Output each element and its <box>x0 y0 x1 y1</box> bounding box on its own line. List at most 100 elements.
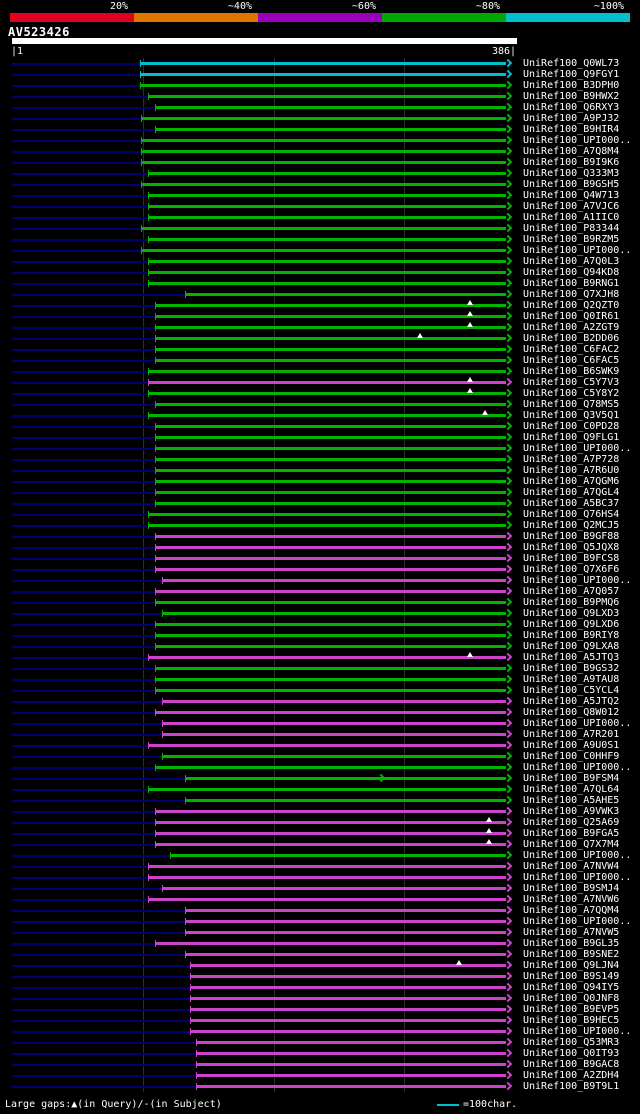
hit-label[interactable]: UniRef100_Q2QZT0 <box>523 300 620 311</box>
hit-bar[interactable] <box>155 326 506 329</box>
hit-bar[interactable] <box>141 161 506 164</box>
hit-bar[interactable] <box>141 249 506 252</box>
hit-bar[interactable] <box>148 238 506 241</box>
hit-label[interactable]: UniRef100_Q5JQX8 <box>523 542 620 553</box>
hit-label[interactable]: UniRef100_Q9FGY1 <box>523 69 620 80</box>
hit-label[interactable]: UniRef100_C5YCL4 <box>523 685 620 696</box>
hit-label[interactable]: UniRef100_A5BC37 <box>523 498 620 509</box>
hit-bar[interactable] <box>196 1052 506 1055</box>
hit-bar[interactable] <box>185 909 506 912</box>
hit-label[interactable]: UniRef100_B9RZM5 <box>523 234 620 245</box>
hit-label[interactable]: UniRef100_B9GL35 <box>523 938 620 949</box>
hit-bar[interactable] <box>155 832 506 835</box>
hit-bar[interactable] <box>148 172 506 175</box>
hit-bar[interactable] <box>162 612 506 615</box>
hit-label[interactable]: UniRef100_B2DD06 <box>523 333 620 344</box>
hit-label[interactable]: UniRef100_A9PJ32 <box>523 113 620 124</box>
hit-bar[interactable] <box>148 381 506 384</box>
hit-label[interactable]: UniRef100_A7R6U0 <box>523 465 620 476</box>
hit-label[interactable]: UniRef100_B9PMQ6 <box>523 597 620 608</box>
hit-label[interactable]: UniRef100_C0PD28 <box>523 421 620 432</box>
hit-label[interactable]: UniRef100_A7Q8M4 <box>523 146 620 157</box>
hit-label[interactable]: UniRef100_B9RNG1 <box>523 278 620 289</box>
hit-bar[interactable] <box>196 1074 506 1077</box>
hit-label[interactable]: UniRef100_Q4W713 <box>523 190 620 201</box>
hit-bar[interactable] <box>196 1063 506 1066</box>
hit-label[interactable]: UniRef100_A7QL64 <box>523 784 620 795</box>
hit-label[interactable]: UniRef100_Q7X7M4 <box>523 839 620 850</box>
hit-bar[interactable] <box>155 766 506 769</box>
hit-label[interactable]: UniRef100_C6FAC5 <box>523 355 620 366</box>
hit-label[interactable]: UniRef100_A5AHE5 <box>523 795 620 806</box>
hit-bar[interactable] <box>141 227 506 230</box>
hit-bar[interactable] <box>155 678 506 681</box>
hit-bar[interactable] <box>141 139 506 142</box>
hit-bar[interactable] <box>155 623 506 626</box>
hit-label[interactable]: UniRef100_B6SWK9 <box>523 366 620 377</box>
hit-label[interactable]: UniRef100_Q76HS4 <box>523 509 620 520</box>
hit-bar[interactable] <box>155 337 506 340</box>
hit-bar[interactable] <box>148 216 506 219</box>
hit-bar[interactable] <box>140 73 506 76</box>
hit-bar[interactable] <box>155 359 506 362</box>
hit-label[interactable]: UniRef100_B9SMJ4 <box>523 883 620 894</box>
hit-label[interactable]: UniRef100_A7QQM4 <box>523 905 620 916</box>
hit-bar[interactable] <box>148 744 506 747</box>
hit-bar[interactable] <box>155 689 506 692</box>
hit-label[interactable]: UniRef100_B9GSH5 <box>523 179 620 190</box>
hit-label[interactable]: UniRef100_C6FAC2 <box>523 344 620 355</box>
hit-label[interactable]: UniRef100_B9EVP5 <box>523 1004 620 1015</box>
hit-bar[interactable] <box>155 590 506 593</box>
hit-bar[interactable] <box>190 1008 506 1011</box>
hit-bar[interactable] <box>155 106 506 109</box>
hit-bar[interactable] <box>155 634 506 637</box>
hit-bar[interactable] <box>148 788 506 791</box>
hit-label[interactable]: UniRef100_A7QGL4 <box>523 487 620 498</box>
hit-label[interactable]: UniRef100_A7Q0L3 <box>523 256 620 267</box>
hit-bar[interactable] <box>155 304 506 307</box>
hit-label[interactable]: UniRef100_A9VWK3 <box>523 806 620 817</box>
hit-label[interactable]: UniRef100_Q9FLG1 <box>523 432 620 443</box>
hit-bar[interactable] <box>155 502 506 505</box>
hit-label[interactable]: UniRef100_A7Q057 <box>523 586 620 597</box>
hit-label[interactable]: UniRef100_B9GAC8 <box>523 1059 620 1070</box>
hit-bar[interactable] <box>155 480 506 483</box>
hit-bar[interactable] <box>155 447 506 450</box>
hit-label[interactable]: UniRef100_Q333M3 <box>523 168 620 179</box>
hit-label[interactable]: UniRef100_UPI000.. <box>523 850 632 861</box>
hit-label[interactable]: UniRef100_B9FGA5 <box>523 828 620 839</box>
hit-label[interactable]: UniRef100_C0HHF9 <box>523 751 620 762</box>
hit-bar[interactable] <box>140 62 506 65</box>
hit-label[interactable]: UniRef100_Q9LXA8 <box>523 641 620 652</box>
hit-bar[interactable] <box>190 986 506 989</box>
hit-bar[interactable] <box>141 150 506 153</box>
hit-bar[interactable] <box>148 370 506 373</box>
hit-label[interactable]: UniRef100_Q78MS5 <box>523 399 620 410</box>
hit-bar[interactable] <box>185 293 506 296</box>
hit-label[interactable]: UniRef100_A1IIC0 <box>523 212 620 223</box>
hit-bar[interactable] <box>196 1085 506 1088</box>
hit-label[interactable]: UniRef100_Q9LXD6 <box>523 619 620 630</box>
hit-label[interactable]: UniRef100_C5Y8Y2 <box>523 388 620 399</box>
hit-bar[interactable] <box>185 799 506 802</box>
hit-bar[interactable] <box>140 84 506 87</box>
hit-label[interactable]: UniRef100_A5JTQ2 <box>523 696 620 707</box>
hit-label[interactable]: UniRef100_Q2MCJ5 <box>523 520 620 531</box>
hit-bar[interactable] <box>196 1041 506 1044</box>
hit-label[interactable]: UniRef100_UPI000.. <box>523 245 632 256</box>
hit-bar[interactable] <box>148 656 506 659</box>
hit-bar[interactable] <box>155 843 506 846</box>
hit-bar[interactable] <box>148 271 506 274</box>
hit-bar[interactable] <box>190 997 506 1000</box>
hit-label[interactable]: UniRef100_Q6RXY3 <box>523 102 620 113</box>
hit-label[interactable]: UniRef100_A9U0S1 <box>523 740 620 751</box>
hit-label[interactable]: UniRef100_B9RIY8 <box>523 630 620 641</box>
hit-label[interactable]: UniRef100_Q0WL73 <box>523 58 620 69</box>
hit-label[interactable]: UniRef100_B9S149 <box>523 971 620 982</box>
hit-bar[interactable] <box>155 469 506 472</box>
hit-label[interactable]: UniRef100_Q8W012 <box>523 707 620 718</box>
hit-label[interactable]: UniRef100_B9HEC5 <box>523 1015 620 1026</box>
hit-label[interactable]: UniRef100_B9FSM4 <box>523 773 620 784</box>
hit-label[interactable]: UniRef100_Q94KD8 <box>523 267 620 278</box>
hit-label[interactable]: UniRef100_A7P728 <box>523 454 620 465</box>
